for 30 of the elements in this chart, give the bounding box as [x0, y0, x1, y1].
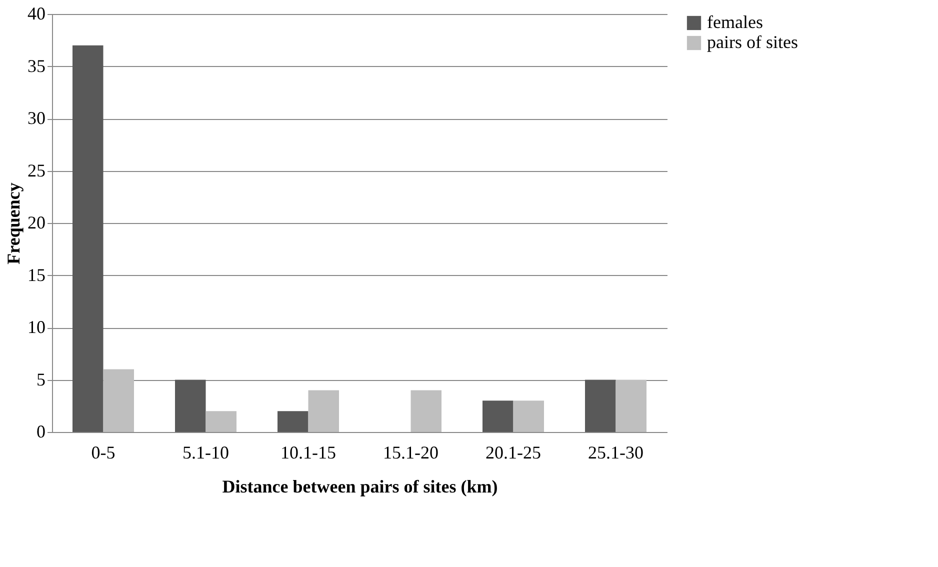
- y-tick-label: 35: [28, 56, 46, 76]
- bar: [103, 369, 134, 432]
- y-tick-label: 10: [28, 317, 46, 337]
- bar: [513, 400, 544, 432]
- bar: [278, 411, 308, 432]
- y-tick-label: 0: [36, 422, 46, 442]
- x-tick-label: 25.1-30: [588, 442, 644, 462]
- y-axis-title: Frequency: [4, 182, 24, 264]
- legend-label: females: [707, 12, 763, 32]
- bar: [585, 380, 616, 432]
- bar: [616, 380, 646, 432]
- x-tick-label: 10.1-15: [280, 442, 336, 462]
- y-tick-label: 25: [28, 160, 46, 180]
- bar: [410, 390, 442, 432]
- x-tick-label: 0-5: [91, 442, 116, 462]
- x-axis-title: Distance between pairs of sites (km): [222, 476, 498, 496]
- x-tick-label: 5.1-10: [182, 442, 229, 462]
- y-tick-label: 30: [28, 108, 46, 128]
- y-tick-label: 15: [28, 264, 46, 285]
- bar: [308, 390, 339, 432]
- y-tick-label: 5: [36, 369, 46, 390]
- x-tick-label: 20.1-25: [486, 442, 541, 462]
- y-tick-label: 20: [28, 212, 46, 232]
- bar: [206, 411, 236, 432]
- legend-label: pairs of sites: [707, 32, 798, 52]
- x-tick-label: 15.1-20: [383, 442, 438, 462]
- bar: [72, 45, 104, 432]
- bar: [175, 380, 206, 432]
- bar: [482, 400, 514, 432]
- y-tick-label: 40: [28, 4, 46, 24]
